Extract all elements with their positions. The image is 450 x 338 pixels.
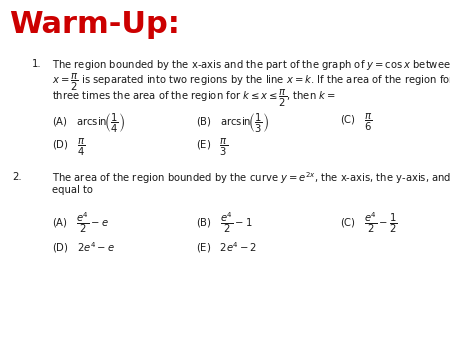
Text: (C)   $\dfrac{e^4}{2} - \dfrac{1}{2}$: (C) $\dfrac{e^4}{2} - \dfrac{1}{2}$ (340, 210, 397, 235)
Text: (A)   $\dfrac{e^4}{2} - e$: (A) $\dfrac{e^4}{2} - e$ (52, 210, 108, 235)
Text: $x = \dfrac{\pi}{2}$ is separated into two regions by the line $x = k$. If the a: $x = \dfrac{\pi}{2}$ is separated into t… (52, 72, 450, 93)
Text: (D)   $2e^4 - e$: (D) $2e^4 - e$ (52, 240, 115, 255)
Text: three times the area of the region for $k \leq x \leq \dfrac{\pi}{2}$, then $k =: three times the area of the region for $… (52, 88, 335, 109)
Text: (E)   $2e^4 - 2$: (E) $2e^4 - 2$ (196, 240, 257, 255)
Text: 2.: 2. (13, 172, 22, 183)
Text: (B)   $\dfrac{e^4}{2} - 1$: (B) $\dfrac{e^4}{2} - 1$ (196, 210, 252, 235)
Text: equal to: equal to (52, 185, 93, 195)
Text: The region bounded by the x-axis and the part of the graph of $y = \cos x$ betwe: The region bounded by the x-axis and the… (52, 57, 450, 78)
Text: 1.: 1. (32, 59, 41, 69)
Text: (C)   $\dfrac{\pi}{6}$: (C) $\dfrac{\pi}{6}$ (340, 112, 373, 132)
Text: (B)   $\mathrm{arcsin}\!\left(\dfrac{1}{3}\right)$: (B) $\mathrm{arcsin}\!\left(\dfrac{1}{3}… (196, 112, 269, 135)
Text: (D)   $\dfrac{\pi}{4}$: (D) $\dfrac{\pi}{4}$ (52, 137, 85, 158)
Text: (A)   $\mathrm{arcsin}\!\left(\dfrac{1}{4}\right)$: (A) $\mathrm{arcsin}\!\left(\dfrac{1}{4}… (52, 112, 125, 135)
Text: Warm-Up:: Warm-Up: (9, 10, 180, 39)
Text: (E)   $\dfrac{\pi}{3}$: (E) $\dfrac{\pi}{3}$ (196, 137, 228, 158)
Text: The area of the region bounded by the curve $y = e^{2x}$, the x-axis, the y-axis: The area of the region bounded by the cu… (52, 170, 450, 186)
